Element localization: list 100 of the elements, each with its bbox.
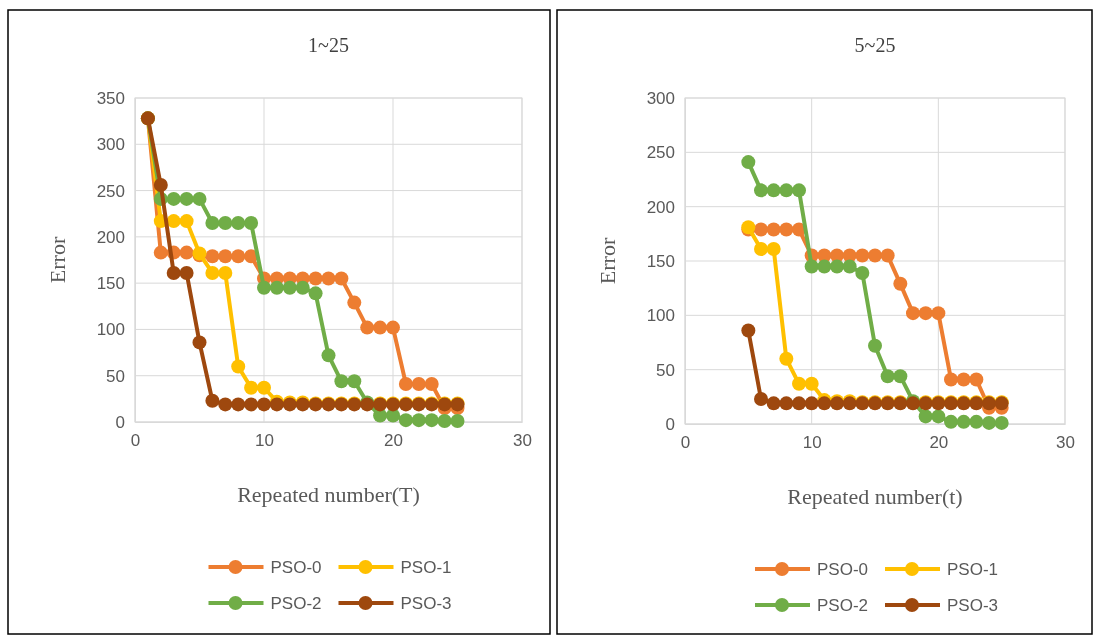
point	[450, 414, 465, 429]
legend-label: PSO-3	[400, 594, 452, 613]
point	[257, 397, 271, 412]
point	[295, 280, 310, 295]
chart-title: 5~25	[854, 34, 896, 56]
point	[205, 393, 220, 408]
legend-label: PSO-0	[817, 560, 869, 579]
point	[398, 413, 413, 428]
y-tick-label: 50	[656, 360, 675, 380]
point	[944, 372, 958, 387]
point	[893, 276, 908, 291]
point	[779, 222, 794, 237]
point	[192, 191, 207, 206]
point	[231, 397, 246, 412]
point	[179, 245, 194, 260]
point	[969, 372, 984, 387]
y-tick-label: 250	[96, 181, 125, 201]
point	[373, 320, 388, 335]
y-tick-label: 0	[665, 414, 675, 434]
point	[754, 222, 768, 237]
y-tick-label: 200	[96, 227, 125, 247]
point	[166, 265, 181, 280]
point	[868, 338, 882, 353]
point	[398, 377, 413, 392]
point	[804, 259, 819, 274]
point	[754, 183, 768, 198]
point	[855, 248, 870, 263]
point	[244, 380, 259, 395]
point	[766, 183, 781, 198]
y-tick-label: 100	[646, 306, 675, 326]
y-axis-title: Error	[45, 236, 70, 284]
x-tick-label: 10	[255, 431, 274, 451]
point	[179, 265, 194, 280]
point	[804, 376, 819, 391]
point	[218, 215, 233, 230]
point	[411, 377, 426, 392]
point	[282, 280, 297, 295]
point	[754, 242, 768, 257]
point	[766, 222, 781, 237]
point	[754, 392, 768, 407]
point	[166, 191, 181, 206]
point	[994, 415, 1009, 430]
point	[257, 380, 271, 395]
point	[741, 155, 756, 170]
point	[842, 259, 857, 274]
point	[308, 271, 323, 286]
chart-title: 1~25	[308, 34, 349, 56]
point	[982, 415, 996, 430]
point	[880, 248, 895, 263]
point	[880, 369, 895, 384]
point	[269, 280, 284, 295]
y-axis-title: Error	[595, 237, 620, 285]
point	[360, 320, 375, 335]
point	[792, 183, 806, 198]
point	[205, 249, 220, 264]
point	[766, 396, 781, 411]
point	[893, 369, 908, 384]
point	[931, 409, 946, 424]
point	[244, 215, 259, 230]
legend-label: PSO-0	[270, 558, 322, 577]
point	[792, 376, 806, 391]
y-tick-label: 250	[646, 143, 675, 163]
point	[817, 259, 832, 274]
point	[830, 259, 844, 274]
y-tick-label: 350	[96, 88, 125, 108]
point	[205, 265, 220, 280]
x-tick-label: 0	[130, 431, 141, 451]
point	[192, 335, 207, 350]
y-tick-label: 0	[115, 412, 125, 432]
point	[779, 183, 794, 198]
point	[779, 396, 794, 411]
point	[918, 409, 933, 424]
point	[231, 359, 246, 374]
point	[257, 280, 271, 295]
point	[804, 396, 819, 411]
x-tick-label: 30	[513, 431, 532, 451]
point	[308, 286, 323, 301]
point	[179, 191, 194, 206]
legend-label: PSO-3	[947, 596, 999, 615]
point	[153, 178, 168, 193]
point	[931, 306, 946, 321]
point	[205, 215, 220, 230]
point	[321, 348, 336, 363]
point	[437, 414, 452, 429]
point	[334, 271, 349, 286]
x-tick-label: 0	[680, 433, 691, 453]
y-tick-label: 200	[646, 197, 675, 217]
x-tick-label: 30	[1056, 433, 1075, 453]
point	[244, 397, 259, 412]
point	[231, 249, 246, 264]
point	[792, 396, 806, 411]
legend-label: PSO-1	[947, 560, 999, 579]
y-tick-label: 50	[106, 366, 125, 386]
point	[956, 414, 971, 429]
x-tick-label: 10	[802, 433, 822, 453]
point	[321, 271, 336, 286]
y-tick-label: 150	[96, 274, 125, 294]
x-tick-label: 20	[384, 431, 403, 451]
point	[918, 306, 933, 321]
legend-label: PSO-2	[270, 594, 322, 613]
